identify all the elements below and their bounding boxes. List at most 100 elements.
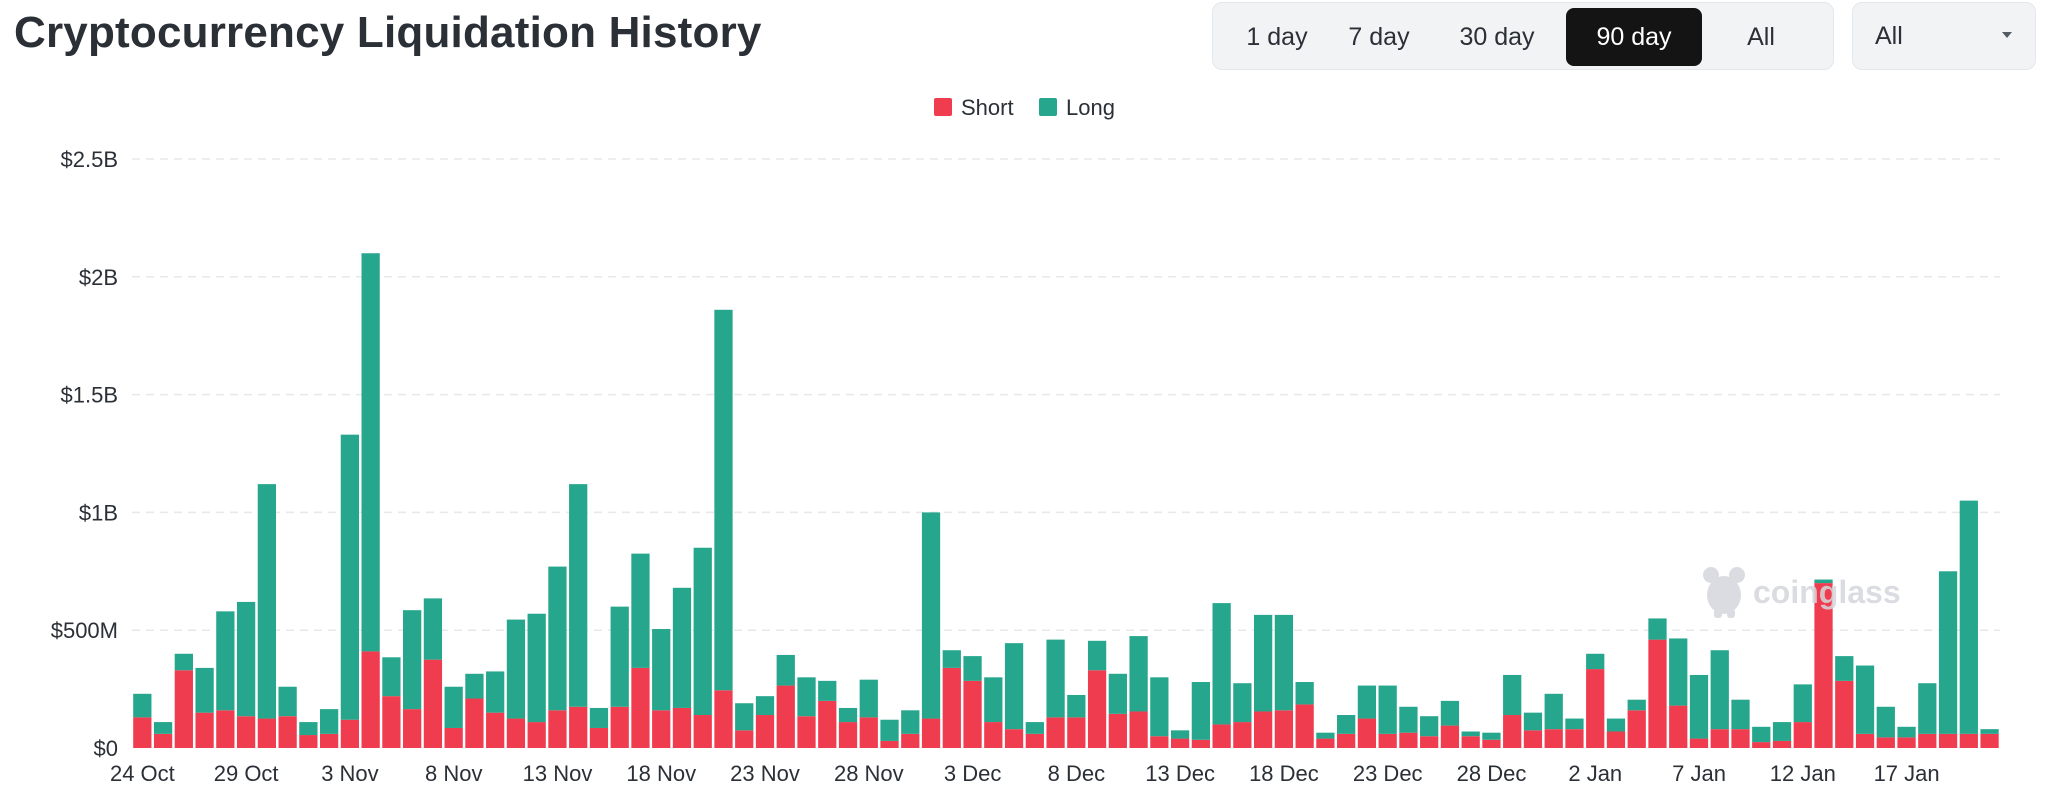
bar-short [1046, 717, 1065, 748]
bar-long [984, 677, 1003, 723]
x-tick-label: 18 Nov [626, 761, 696, 786]
bar-long [1482, 732, 1501, 740]
bar-short [942, 667, 961, 748]
bar-short [610, 706, 629, 748]
coinglass-logo-icon [1703, 567, 1745, 618]
time-range-tabs: 1 day 7 day 30 day 90 day All [1212, 2, 1834, 70]
x-tick-label: 8 Dec [1048, 761, 1105, 786]
bar-long [257, 484, 276, 719]
tab-all[interactable]: All [1747, 22, 1775, 51]
bar-short [320, 733, 339, 748]
bar-long [1565, 718, 1584, 730]
bar-short [1669, 705, 1688, 748]
bar-short [465, 698, 484, 748]
tab-90-day[interactable]: 90 day [1566, 8, 1702, 66]
bar-long [1108, 673, 1127, 714]
bar-short [1025, 733, 1044, 748]
bar-long [1233, 683, 1252, 723]
bar-short [714, 690, 733, 748]
bar-long [797, 677, 816, 717]
bar-long [444, 686, 463, 728]
bar-short [153, 733, 173, 748]
x-tick-label: 29 Oct [214, 761, 279, 786]
legend-label-long: Long [1066, 95, 1115, 120]
y-tick-label: $500M [51, 618, 118, 643]
bar-short [631, 667, 650, 748]
bar-long [1814, 579, 1833, 584]
bar-short [818, 700, 837, 748]
tab-30-day[interactable]: 30 day [1459, 22, 1535, 51]
bar-long [652, 629, 671, 711]
legend-swatch-long [1039, 98, 1057, 116]
bar-short [735, 730, 754, 748]
x-tick-label: 3 Nov [321, 761, 378, 786]
bar-short [838, 722, 858, 748]
bar-short [1316, 738, 1335, 748]
bar-long [1710, 650, 1729, 730]
x-tick-label: 23 Nov [730, 761, 800, 786]
bar-short [1586, 669, 1605, 748]
bar-short [1191, 739, 1210, 748]
bar-long [1150, 677, 1169, 737]
bar-long [153, 722, 173, 734]
bar-long [859, 679, 878, 718]
bar-short [1648, 639, 1667, 748]
bar-short [340, 719, 360, 748]
bar-short [1772, 740, 1792, 748]
bar-short [527, 722, 546, 748]
bar-long [278, 686, 297, 717]
bar-long [1586, 653, 1605, 670]
bar-short [1959, 733, 1978, 748]
bar-short [1793, 722, 1812, 748]
bar-long [1918, 683, 1937, 734]
y-tick-label: $1.5B [61, 383, 119, 408]
bar-short [486, 712, 505, 748]
bar-short [1295, 704, 1314, 748]
bar-short [174, 670, 193, 748]
bar-short [1087, 670, 1107, 748]
bar-long [361, 253, 380, 652]
tab-7-day[interactable]: 7 day [1348, 22, 1410, 51]
bar-short [1274, 710, 1294, 748]
bar-long [1046, 639, 1065, 718]
bar-long [1689, 674, 1709, 739]
bar-short [776, 685, 795, 748]
bar-short [1254, 711, 1273, 748]
bar-long [1420, 716, 1439, 737]
bar-short [133, 717, 152, 748]
legend-label-short: Short [961, 95, 1014, 120]
bar-long [1067, 694, 1086, 718]
bar-short [1523, 730, 1543, 748]
bar-short [1067, 717, 1086, 748]
tab-1-day[interactable]: 1 day [1246, 22, 1308, 51]
bar-long [1876, 706, 1895, 738]
bar-short [548, 710, 567, 748]
bar-long [963, 656, 982, 681]
bar-long [1855, 665, 1875, 734]
bar-long [1793, 684, 1812, 723]
bar-long [506, 619, 526, 719]
bar-short [1170, 738, 1190, 748]
bar-long [382, 657, 401, 697]
bar-long [299, 722, 318, 736]
bar-short [1606, 731, 1626, 748]
bar-long [216, 611, 235, 711]
bar-short [1399, 732, 1418, 748]
bar-short [1897, 737, 1916, 748]
bar-long [672, 587, 692, 708]
bar-short [880, 740, 899, 748]
bar-short [1482, 739, 1501, 748]
page-title: Cryptocurrency Liquidation History [14, 8, 762, 57]
bar-short [1752, 742, 1771, 748]
bar-short [382, 696, 401, 748]
bar-long [1897, 726, 1916, 738]
x-tick-label: 3 Dec [944, 761, 1001, 786]
bar-long [423, 598, 443, 660]
bar-long [1440, 700, 1460, 726]
bar-long [236, 601, 256, 717]
asset-select[interactable]: All [1852, 2, 2036, 70]
bar-short [1835, 680, 1854, 748]
bar-short [1544, 729, 1563, 748]
bar-long [1212, 603, 1231, 725]
